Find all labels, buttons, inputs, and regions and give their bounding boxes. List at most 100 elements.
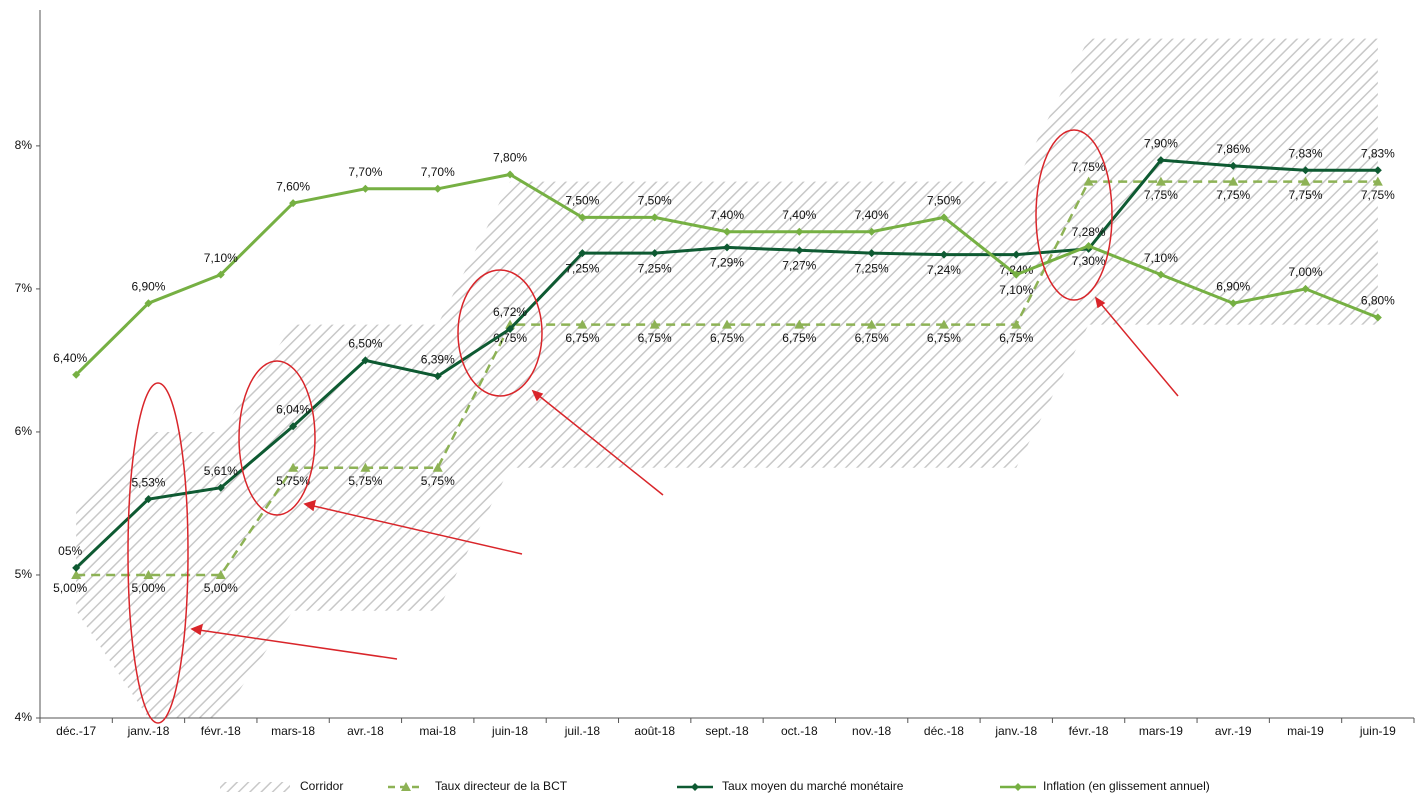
legend-label: Taux moyen du marché monétaire — [722, 779, 904, 793]
x-tick-label: avr.-18 — [347, 724, 384, 738]
data-label: 7,25% — [855, 261, 889, 275]
marker — [578, 213, 587, 222]
highlight-ellipse — [238, 360, 316, 516]
data-label: 7,75% — [1072, 160, 1106, 174]
marker — [939, 250, 948, 259]
x-tick-label: déc.-17 — [56, 724, 96, 738]
marker — [1301, 166, 1310, 175]
data-label: 5,00% — [53, 581, 87, 595]
data-label: 7,28% — [1072, 225, 1106, 239]
marker — [866, 319, 877, 329]
marker — [578, 249, 587, 258]
x-tick-label: févr.-18 — [1069, 724, 1109, 738]
x-tick-label: mai-18 — [419, 724, 456, 738]
marker — [72, 370, 81, 379]
data-label: 5,00% — [204, 581, 238, 595]
marker — [650, 249, 659, 258]
corridor-area — [76, 38, 1378, 718]
y-tick-label: 7% — [15, 281, 33, 295]
x-tick-label: mars-18 — [271, 724, 315, 738]
data-label: 6,90% — [131, 279, 165, 293]
data-label: 6,75% — [999, 331, 1033, 345]
arrow-head — [190, 623, 204, 636]
marker — [722, 319, 732, 329]
data-label: 7,30% — [1072, 254, 1106, 268]
marker — [795, 246, 804, 255]
arrow — [1095, 297, 1179, 397]
data-label: 5,75% — [348, 474, 382, 488]
x-tick-label: avr.-19 — [1215, 724, 1252, 738]
data-label: 5,00% — [131, 581, 165, 595]
marker — [1083, 176, 1094, 186]
legend-label: Inflation (en glissement annuel) — [1043, 779, 1210, 793]
marker — [1156, 156, 1165, 165]
marker — [71, 569, 82, 579]
x-tick-label: sept.-18 — [705, 724, 749, 738]
data-label: 6,90% — [1216, 279, 1250, 293]
legend-marker — [1014, 783, 1022, 791]
marker — [1372, 176, 1383, 186]
data-label: 7,25% — [565, 261, 599, 275]
data-label: 7,75% — [1216, 188, 1250, 202]
data-label: 7,24% — [927, 263, 961, 277]
x-tick-label: juin-18 — [491, 724, 528, 738]
data-label: 7,29% — [710, 256, 744, 270]
data-label: 6,75% — [855, 331, 889, 345]
highlight-ellipse — [127, 382, 189, 724]
marker — [72, 563, 81, 572]
annotations — [127, 129, 1179, 724]
x-tick-label: mai-19 — [1287, 724, 1324, 738]
marker — [361, 184, 370, 193]
marker — [577, 319, 588, 329]
arrow-head — [1094, 296, 1106, 309]
marker — [433, 184, 442, 193]
marker — [1229, 299, 1238, 308]
data-label: 05% — [58, 544, 82, 558]
data-label: 7,80% — [493, 151, 527, 165]
marker — [144, 495, 153, 504]
data-label: 7,60% — [276, 179, 310, 193]
legend-marker — [401, 782, 411, 791]
data-label: 6,80% — [1361, 294, 1395, 308]
y-tick-label: 4% — [15, 710, 33, 724]
data-label: 7,25% — [638, 261, 672, 275]
marker — [1155, 176, 1166, 186]
data-label: 6,72% — [493, 305, 527, 319]
marker — [1300, 176, 1311, 186]
marker — [216, 270, 225, 279]
data-label: 7,10% — [999, 283, 1033, 297]
marker — [723, 227, 731, 236]
data-label: 5,75% — [421, 474, 455, 488]
data-label: 6,04% — [276, 402, 310, 416]
data-label: 7,40% — [710, 208, 744, 222]
data-label: 7,50% — [565, 194, 599, 208]
marker — [433, 372, 442, 381]
data-label: 6,75% — [782, 331, 816, 345]
marker — [1084, 242, 1093, 250]
data-label: 5,75% — [276, 474, 310, 488]
x-tick-label: nov.-18 — [852, 724, 891, 738]
data-label: 6,75% — [927, 331, 961, 345]
marker — [143, 569, 154, 579]
x-tick-label: déc.-18 — [924, 724, 964, 738]
data-label: 6,75% — [710, 331, 744, 345]
marker — [795, 227, 804, 236]
x-tick-label: juil.-18 — [564, 724, 601, 738]
data-label: 7,00% — [1289, 265, 1323, 279]
x-tick-label: oct.-18 — [781, 724, 818, 738]
y-tick-label: 8% — [15, 138, 33, 152]
marker — [432, 462, 443, 472]
marker — [867, 227, 876, 236]
marker — [1373, 166, 1382, 175]
data-label: 6,50% — [348, 337, 382, 351]
data-label: 7,75% — [1361, 188, 1395, 202]
marker — [289, 422, 298, 431]
data-label: 7,70% — [348, 165, 382, 179]
highlight-ellipse — [1035, 129, 1113, 301]
x-tick-label: mars-19 — [1139, 724, 1183, 738]
x-tick-label: janv.-18 — [994, 724, 1037, 738]
marker — [361, 356, 370, 365]
data-label: 7,40% — [855, 208, 889, 222]
legend-swatch — [220, 782, 290, 792]
marker — [939, 213, 948, 222]
